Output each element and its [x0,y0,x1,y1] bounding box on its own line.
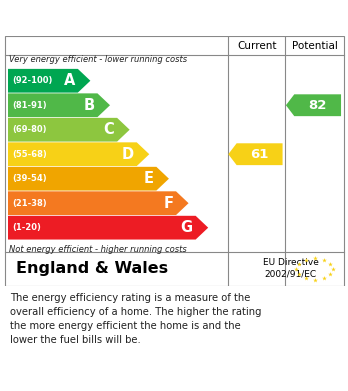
Polygon shape [286,94,341,116]
Text: E: E [144,171,153,186]
Text: F: F [163,196,173,211]
Text: Potential: Potential [292,41,338,50]
Polygon shape [8,216,208,240]
Text: 61: 61 [250,148,268,161]
Text: (81-91): (81-91) [12,101,47,110]
Text: C: C [104,122,114,137]
Text: G: G [181,220,193,235]
Text: 82: 82 [308,99,326,112]
Polygon shape [8,167,169,190]
Text: Current: Current [237,41,276,50]
Text: (1-20): (1-20) [12,223,41,232]
Text: (69-80): (69-80) [12,125,47,134]
Text: Not energy efficient - higher running costs: Not energy efficient - higher running co… [9,245,187,254]
Text: Very energy efficient - lower running costs: Very energy efficient - lower running co… [9,55,187,64]
Polygon shape [8,93,110,117]
Text: 2002/91/EC: 2002/91/EC [264,270,317,279]
Polygon shape [8,191,189,215]
Text: D: D [122,147,134,162]
Text: (55-68): (55-68) [12,150,47,159]
Text: (92-100): (92-100) [12,76,53,85]
Text: England & Wales: England & Wales [16,262,168,276]
Polygon shape [8,142,149,166]
Text: The energy efficiency rating is a measure of the
overall efficiency of a home. T: The energy efficiency rating is a measur… [10,293,262,345]
Polygon shape [8,69,90,93]
Polygon shape [228,143,283,165]
Text: B: B [84,98,95,113]
Text: A: A [64,73,75,88]
Text: Energy Efficiency Rating: Energy Efficiency Rating [54,9,294,27]
Text: (39-54): (39-54) [12,174,47,183]
Text: EU Directive: EU Directive [263,258,318,267]
Polygon shape [8,118,130,142]
Text: (21-38): (21-38) [12,199,47,208]
